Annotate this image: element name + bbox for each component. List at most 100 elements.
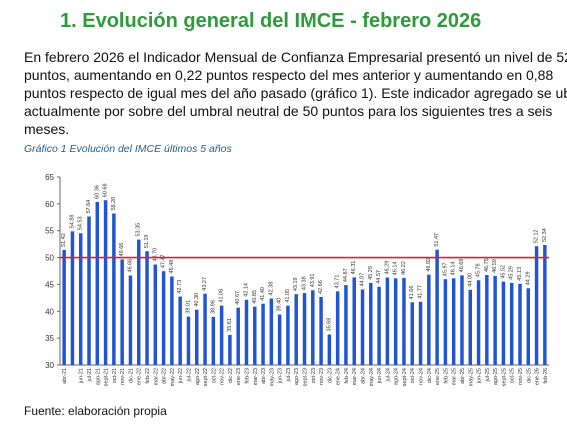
x-tick-label: mar-22 — [153, 368, 159, 385]
value-label: 40.30 — [194, 293, 200, 307]
x-tick-label: feb-23 — [244, 368, 250, 384]
bar — [153, 264, 158, 365]
x-tick-label: dic-22 — [228, 368, 234, 383]
x-tick-label: jun-21 — [79, 368, 85, 384]
value-label: 51.42 — [61, 233, 67, 247]
bar — [327, 334, 332, 365]
x-tick-label: jun-23 — [278, 368, 284, 384]
bar — [219, 305, 224, 365]
value-label: 43.19 — [293, 277, 299, 291]
value-label: 35.61 — [227, 318, 233, 332]
x-tick-label: jun-22 — [178, 368, 184, 384]
value-label: 45.13 — [517, 267, 523, 281]
value-label: 43.71 — [335, 275, 341, 289]
x-tick-label: feb-22 — [145, 368, 151, 384]
bar — [319, 296, 323, 365]
value-label: 47.47 — [161, 254, 167, 268]
value-label: 46.59 — [492, 259, 498, 273]
value-label: 49.66 — [119, 243, 125, 257]
x-tick-label: ago-25 — [493, 368, 499, 385]
bar — [95, 201, 100, 365]
value-label: 46.29 — [384, 261, 390, 275]
x-tick-label: feb-25 — [443, 368, 449, 384]
x-tick-label: dic-25 — [526, 368, 532, 383]
bar — [286, 305, 290, 365]
bar — [186, 316, 191, 365]
value-label: 43.38 — [302, 276, 308, 290]
bar — [534, 246, 539, 365]
bar — [128, 275, 133, 365]
x-tick-label: nov-21 — [120, 368, 126, 385]
x-tick-label: nov-22 — [220, 368, 226, 385]
bar — [451, 278, 456, 365]
value-label: 45.52 — [500, 265, 506, 279]
bar — [195, 309, 199, 365]
value-label: 41.05 — [285, 289, 291, 303]
value-label: 51.19 — [144, 234, 150, 248]
x-tick-label: oct-23 — [311, 368, 317, 383]
x-tick-label: jun-25 — [477, 368, 483, 384]
bar — [302, 293, 307, 365]
x-tick-label: oct-25 — [510, 368, 516, 383]
bar — [518, 283, 522, 365]
value-label: 45.29 — [509, 266, 515, 280]
bar — [543, 245, 547, 365]
value-label: 52.12 — [534, 229, 540, 243]
x-tick-label: sept-24 — [402, 368, 408, 386]
value-label: 44.57 — [376, 270, 382, 284]
x-tick-label: oct-24 — [410, 368, 416, 383]
x-tick-label: jul-24 — [385, 368, 391, 382]
summary-paragraph: En febrero 2026 el Indicador Mensual de … — [24, 48, 567, 138]
x-tick-label: may-23 — [269, 368, 275, 386]
paragraph-line: puntos, aumentando en 0,22 puntos respec… — [24, 67, 554, 83]
bar — [460, 275, 464, 365]
x-tick-label: jul-22 — [186, 368, 192, 382]
bar — [311, 290, 315, 365]
bar — [427, 274, 431, 365]
bar — [410, 302, 414, 365]
value-label: 46.22 — [401, 261, 407, 275]
value-label: 41.40 — [260, 287, 266, 301]
x-tick-label: feb-26 — [543, 368, 549, 384]
bar — [393, 278, 398, 365]
value-label: 41.77 — [418, 285, 424, 299]
value-label: 42.14 — [243, 283, 249, 297]
y-tick-label: 60 — [45, 200, 54, 209]
x-tick-label: jun-24 — [377, 368, 383, 384]
value-label: 46.31 — [351, 261, 357, 275]
value-label: 60.36 — [94, 185, 100, 199]
x-tick-label: nov-23 — [319, 368, 325, 385]
x-tick-label: mar-23 — [253, 368, 259, 385]
x-tick-label: sept-22 — [203, 368, 209, 386]
value-label: 40.85 — [252, 290, 258, 304]
bar — [120, 259, 124, 365]
bar — [170, 276, 174, 365]
value-label: 51.47 — [434, 233, 440, 247]
x-tick-label: sept-23 — [303, 368, 309, 386]
bar — [253, 306, 257, 365]
value-label: 46.66 — [127, 259, 133, 273]
value-label: 39.40 — [277, 298, 283, 312]
bar — [352, 277, 356, 365]
x-tick-label: mar-25 — [452, 368, 458, 385]
x-tick-label: ene-25 — [435, 368, 441, 385]
value-label: 45.78 — [476, 263, 482, 277]
paragraph-line: meses. — [24, 121, 70, 137]
bar — [178, 296, 182, 365]
page-title: 1. Evolución general del IMCE - febrero … — [60, 10, 482, 32]
x-tick-label: nov-24 — [419, 368, 425, 385]
x-tick-label: jul-25 — [485, 368, 491, 382]
value-label: 46.69 — [459, 259, 465, 273]
bar — [228, 334, 232, 365]
x-tick-label: dic-21 — [128, 368, 134, 383]
bar — [269, 298, 274, 365]
value-label: 41.66 — [409, 286, 415, 300]
y-tick-label: 55 — [45, 227, 54, 236]
value-label: 45.29 — [368, 266, 374, 280]
x-tick-label: may-24 — [369, 368, 375, 386]
bar — [261, 303, 265, 365]
value-label: 58.20 — [111, 197, 117, 211]
x-tick-label: abr-25 — [460, 368, 466, 384]
value-label: 46.14 — [451, 262, 457, 276]
